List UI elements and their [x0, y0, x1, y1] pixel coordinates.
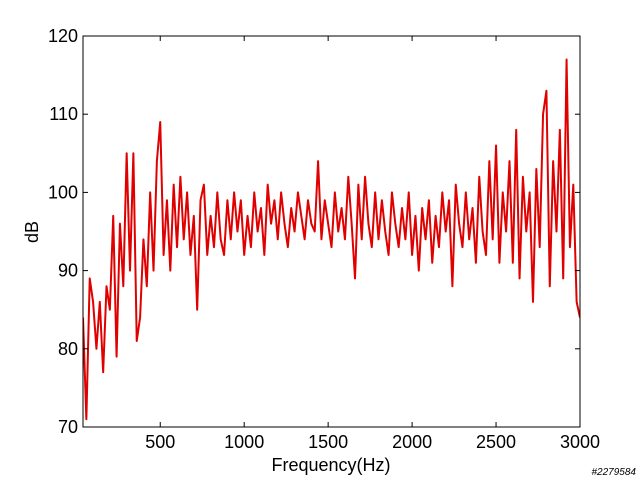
y-tick-label: 120 — [48, 26, 78, 46]
x-tick-label: 2500 — [476, 432, 516, 452]
y-tick-label: 110 — [49, 104, 78, 124]
y-tick-label: 90 — [58, 261, 78, 281]
y-axis-label: dB — [22, 221, 42, 243]
x-tick-label: 3000 — [560, 432, 600, 452]
y-tick-label: 70 — [58, 417, 78, 437]
x-tick-label: 2000 — [392, 432, 432, 452]
x-tick-label: 500 — [145, 432, 175, 452]
y-tick-label: 100 — [48, 182, 78, 202]
x-axis-label: Frequency(Hz) — [271, 455, 390, 475]
x-tick-label: 1000 — [224, 432, 264, 452]
axes-frame — [82, 35, 581, 428]
data-line — [83, 58, 580, 421]
y-tick-label: 80 — [58, 339, 78, 359]
plot-area — [83, 58, 580, 421]
x-tick-label: 1500 — [308, 432, 348, 452]
watermark: #2279584 — [592, 467, 637, 478]
